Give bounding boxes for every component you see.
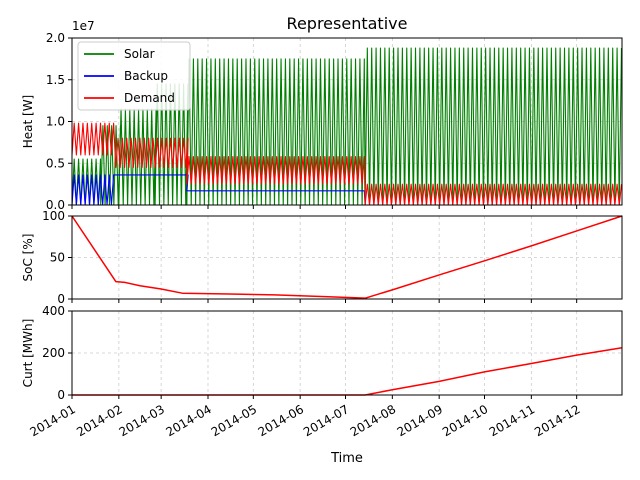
- series-line-2: [72, 347, 623, 396]
- y-tick-label-2-1: 200: [42, 346, 65, 360]
- x-tick-label-8: 2014-09: [395, 402, 445, 439]
- y-tick-label-0-1: 0.5: [46, 156, 65, 170]
- x-tick-label-2: 2014-03: [117, 402, 167, 439]
- x-tick-label-4: 2014-05: [209, 402, 259, 439]
- y-axis-label-1: SoC [%]: [21, 234, 35, 282]
- y-axis-label-0: Heat [W]: [21, 95, 35, 149]
- x-tick-label-11: 2014-12: [532, 402, 582, 439]
- chart-title: Representative: [287, 14, 408, 33]
- series-demand-0: [71, 122, 623, 206]
- x-axis-label: Time: [330, 451, 363, 466]
- soc-panel: 0 50 100 SoC [%]: [21, 209, 623, 306]
- x-tick-label-3: 2014-04: [163, 402, 213, 439]
- y-tick-label-0-4: 2.0: [46, 31, 65, 45]
- y-tick-label-1-0: 0: [57, 292, 65, 306]
- y-tick-label-1-2: 100: [42, 209, 65, 223]
- legend-box: [77, 41, 191, 111]
- y-axis-label-2: Curt [MWh]: [21, 319, 35, 388]
- legend: Solar Backup Demand: [77, 41, 191, 111]
- offset-label: 1e7: [72, 19, 95, 33]
- legend-label-demand: Demand: [124, 91, 175, 105]
- x-tick-label-10: 2014-11: [487, 402, 537, 439]
- heat-panel: 0.0 0.5 1.0 1.5 2.0 Heat [W]: [21, 31, 623, 212]
- axes-frame-1: [71, 215, 623, 300]
- legend-label-solar: Solar: [124, 47, 155, 61]
- x-tick-label-6: 2014-07: [301, 402, 351, 439]
- y-tick-label-0-0: 0.0: [46, 198, 65, 212]
- legend-label-backup: Backup: [124, 69, 168, 83]
- y-tick-label-2-0: 0: [57, 388, 65, 402]
- x-tick-label-7: 2014-08: [348, 402, 398, 439]
- y-tick-label-2-2: 400: [42, 304, 65, 318]
- series-line-1: [71, 215, 623, 299]
- y-tick-label-0-2: 1.0: [46, 115, 65, 129]
- x-tick-label-1: 2014-02: [74, 402, 124, 439]
- y-tick-label-1-1: 50: [50, 251, 65, 265]
- x-tick-label-5: 2014-06: [256, 402, 306, 439]
- y-tick-label-0-3: 1.5: [46, 73, 65, 87]
- x-tick-label-0: 2014-01: [27, 402, 77, 439]
- axes-frame-2: [71, 310, 623, 396]
- x-tick-label-9: 2014-10: [440, 402, 490, 439]
